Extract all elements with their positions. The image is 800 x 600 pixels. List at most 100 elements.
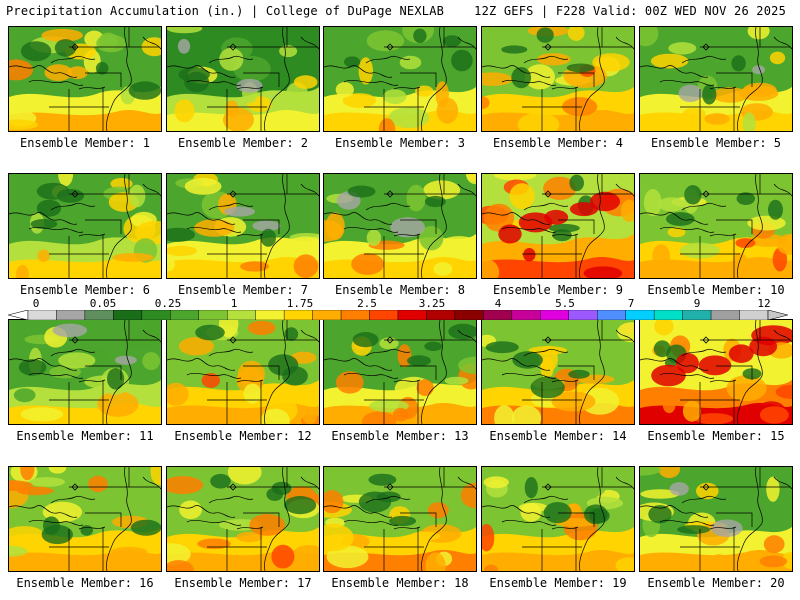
map-boundary-line	[659, 372, 715, 379]
location-marker-icon	[702, 336, 710, 344]
field-heavy-precip	[569, 202, 599, 217]
field-dark-patch	[389, 515, 417, 527]
precipitation-field	[9, 467, 161, 571]
map-boundary-line	[400, 365, 437, 380]
ensemble-member-label: Ensemble Member: 3	[334, 136, 466, 150]
field-blob	[41, 28, 83, 42]
map-boundary-line	[501, 519, 557, 526]
field-blob	[766, 476, 780, 502]
field-dark-patch	[512, 351, 543, 369]
field-dark-patch	[178, 67, 210, 82]
field-blob	[67, 66, 88, 80]
ensemble-map-panel	[166, 466, 320, 572]
field-blob	[98, 32, 118, 50]
field-blob	[482, 72, 513, 86]
field-blob	[511, 405, 542, 424]
map-boundary-line	[640, 212, 709, 225]
map-boundary-line	[482, 358, 551, 371]
ensemble-member-label: Ensemble Member: 1	[19, 136, 151, 150]
field-blob	[13, 388, 36, 403]
field-blob	[142, 352, 161, 371]
field-blob	[335, 82, 354, 98]
field-heavy-precip	[651, 364, 686, 387]
field-blob	[128, 184, 146, 208]
map-boundary-line	[615, 329, 634, 343]
field-blob	[482, 258, 500, 278]
colorbar-segment	[56, 310, 86, 320]
location-marker-icon	[71, 483, 79, 491]
ensemble-member-label: Ensemble Member: 8	[334, 283, 466, 297]
field-blob	[378, 118, 396, 131]
map-boundary-line	[85, 72, 122, 87]
colorbar-segment	[625, 310, 655, 320]
map-boundary-line	[300, 183, 319, 197]
map-boundary-line	[208, 202, 254, 211]
map-boundary-line	[186, 226, 242, 233]
map-boundary-line	[50, 495, 96, 504]
ensemble-map-panel	[481, 466, 635, 572]
field-blob	[494, 405, 515, 424]
field-blob	[460, 482, 476, 509]
field-blob	[682, 400, 702, 422]
field-blob	[16, 265, 29, 278]
map-boundary-line	[186, 519, 242, 526]
field-dark-patch	[524, 477, 538, 499]
field-blob	[658, 197, 686, 212]
field-dark-patch	[588, 508, 610, 524]
field-dark-patch	[80, 525, 93, 536]
map-boundary-line	[457, 476, 476, 490]
map-boundary-line	[243, 512, 280, 527]
map-boundary-line	[50, 348, 96, 357]
field-blob	[425, 552, 446, 571]
field-blob	[433, 262, 453, 276]
map-boundary-line	[300, 36, 319, 50]
map-boundary-line	[773, 329, 792, 343]
field-blob	[592, 53, 630, 72]
field-heavy-precip	[544, 209, 569, 225]
field-dark-patch	[20, 41, 52, 62]
map-boundary-line	[716, 365, 753, 380]
field-blob	[388, 107, 430, 129]
ensemble-map-panel	[639, 319, 793, 425]
field-blob	[483, 564, 499, 571]
field-heavy-precip	[518, 212, 553, 233]
field-blob	[366, 30, 405, 52]
map-boundary-line	[523, 495, 569, 504]
field-dark-patch	[210, 473, 231, 489]
colorbar-segment	[483, 310, 513, 320]
field-blob	[753, 119, 783, 131]
field-blob	[28, 477, 65, 487]
ensemble-map-panel	[481, 319, 635, 425]
field-heavy-precip	[675, 352, 699, 374]
field-light-patch	[390, 217, 425, 238]
precipitation-field	[324, 320, 476, 424]
colorbar-segment	[84, 310, 114, 320]
field-light-patch	[678, 84, 703, 102]
ensemble-member-label: Ensemble Member: 20	[647, 576, 785, 590]
location-marker-icon	[229, 43, 237, 51]
precipitation-field	[482, 320, 634, 424]
location-marker-icon	[71, 336, 79, 344]
model-run-info: 12Z GEFS | F228 Valid: 00Z WED NOV 26 20…	[474, 4, 786, 18]
map-boundary-line	[659, 226, 715, 233]
field-light-patch	[752, 65, 765, 75]
precipitation-field	[9, 320, 161, 424]
ensemble-member-label: Ensemble Member: 7	[177, 283, 309, 297]
ensemble-member-label: Ensemble Member: 11	[16, 429, 154, 443]
ensemble-map-panel	[8, 466, 162, 572]
precipitation-field	[482, 174, 634, 278]
colorbar-segment	[426, 310, 456, 320]
ensemble-member-label: Ensemble Member: 13	[331, 429, 469, 443]
field-blob	[406, 184, 426, 212]
field-blob	[285, 82, 309, 109]
field-dark-patch	[648, 505, 672, 524]
map-boundary-line	[737, 27, 763, 131]
field-blob	[427, 502, 449, 519]
colorbar-tick-label: 7	[627, 297, 635, 310]
colorbar-segment	[113, 310, 143, 320]
field-dark-patch	[424, 341, 443, 351]
field-blob	[97, 391, 139, 417]
field-blob	[662, 396, 676, 414]
field-blob	[197, 538, 231, 550]
field-blob	[358, 57, 373, 85]
